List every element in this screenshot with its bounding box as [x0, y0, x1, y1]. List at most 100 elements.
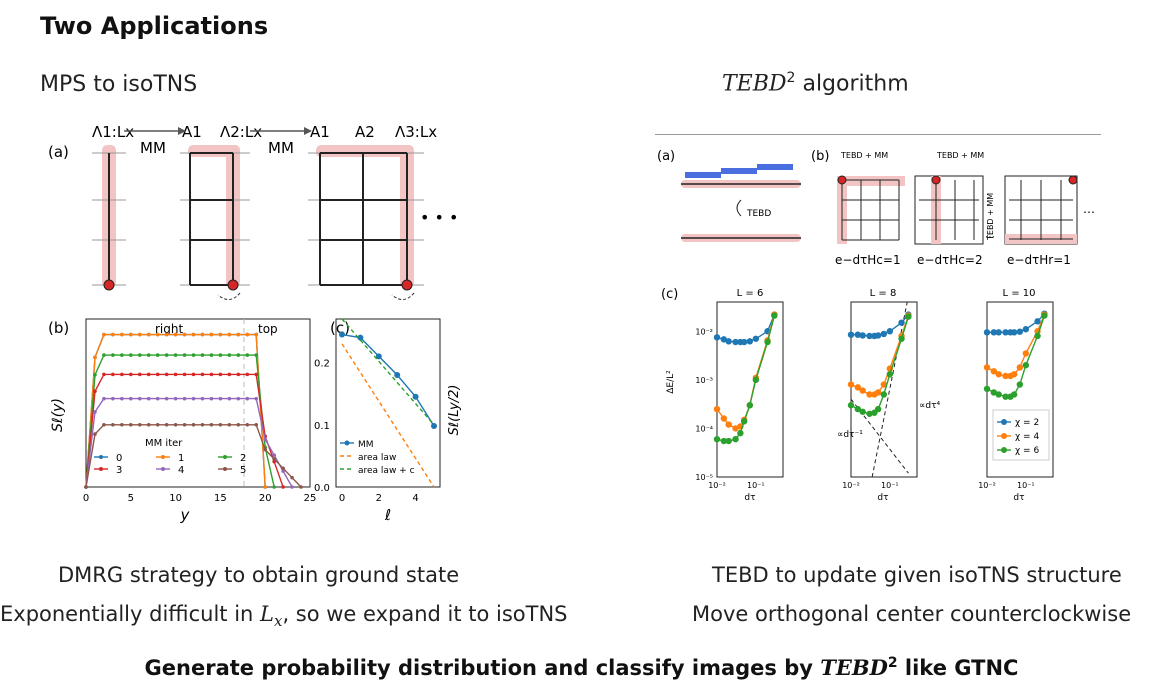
exp-label-1: e−dτHc=1 — [835, 253, 901, 267]
chart-b-point-5-1 — [93, 432, 97, 436]
chart-b-ytick: 0.2 — [314, 359, 330, 370]
chart-b-legend-label-3: 3 — [116, 465, 122, 476]
right-panel-c: (c) — [661, 287, 678, 302]
chart-c-line-2 — [341, 318, 435, 426]
subplot-0-point-2-1 — [720, 437, 728, 445]
left-diagram-a: (a) Λ1:Lx A1 Λ2:Lx A1 A2 Λ3:Lx MM MM — [48, 123, 458, 300]
ytick-2: 10⁻⁴ — [695, 424, 713, 433]
ytick-0: 10⁻² — [695, 327, 713, 336]
mm-label-2: MM — [268, 139, 294, 157]
chart-c-frame — [335, 318, 441, 488]
right-fig-rule — [655, 134, 1101, 135]
chart-b-legend-marker-2 — [223, 455, 227, 459]
subplot-1-point-0-7 — [886, 328, 894, 335]
chart-b-point-1-6 — [137, 332, 142, 337]
chart-b-point-2-11 — [182, 353, 187, 357]
chart-b-point-4-9 — [164, 396, 169, 401]
subplot-1-point-2-5 — [874, 405, 882, 413]
subplot-1-xtick-1: 10⁻¹ — [881, 481, 899, 490]
iso2-grid — [319, 152, 408, 286]
subplot-1-xtick-0: 10⁻² — [842, 481, 860, 490]
grid1-highlight-top — [837, 176, 905, 186]
subplot-2-point-0-5 — [1010, 329, 1018, 336]
grid-ellipsis-1: ⋯ — [985, 232, 995, 243]
chart-b-legend-marker-5 — [223, 467, 227, 471]
chart-b-legend-label-4: 4 — [178, 465, 184, 476]
chart-b-point-3-19 — [254, 372, 259, 377]
subplot-2-point-0-6 — [1016, 328, 1024, 335]
chart-b-point-5-22 — [281, 466, 285, 471]
chart-b-line-1 — [85, 333, 266, 488]
chart-b-point-1-5 — [129, 332, 133, 337]
right-line-1: TEBD to update given isoTNS structure — [712, 563, 1122, 587]
gate-3 — [757, 164, 793, 170]
subplot-2-point-0-8 — [1034, 318, 1041, 325]
left-line-2: Exponentially difficult in Lx, so we exp… — [0, 602, 568, 630]
chart-b-point-4-12 — [191, 396, 196, 401]
chart-c-xtick: 2 — [376, 493, 382, 504]
subplot-1-point-1-6 — [880, 381, 888, 388]
right-legend: χ = 2 χ = 4 χ = 6 — [992, 409, 1050, 461]
chart-b-point-5-6 — [137, 422, 142, 427]
subplot-1-point-1-5 — [874, 389, 882, 396]
left-line-2-post: , so we expand it to isoTNS — [282, 602, 568, 626]
annotation-dt4: ∝dτ⁴ — [919, 401, 941, 411]
chart-b-region-top: top — [258, 322, 278, 336]
subplot-0-point-0-6 — [746, 338, 754, 345]
chart-b-point-4-20 — [263, 437, 267, 442]
chart-b-ticks: 0 5 10 15 20 250.00.10.2 — [83, 359, 330, 504]
subplot-2-point-0-2 — [995, 329, 1002, 336]
right-legend-marker-2 — [1001, 447, 1007, 453]
subplot-0-xtick-0: 10⁻² — [708, 481, 726, 490]
chart-b-point-5-16 — [227, 422, 232, 427]
chart-c-xtick: 0 — [339, 493, 345, 504]
chart-c-legend-label-1: area law — [358, 453, 396, 463]
chart-b-point-3-10 — [173, 372, 178, 377]
chart-b-point-3-8 — [155, 372, 160, 377]
panel-b-label: (b) — [48, 319, 69, 337]
tebd-arrow — [736, 199, 742, 217]
subplot-2-point-0-3 — [1002, 329, 1009, 336]
tensor-label-1: A1 — [182, 123, 202, 141]
chart-c-line-1 — [341, 343, 435, 488]
chart-b-point-5-7 — [146, 422, 151, 427]
chart-c-xtick: 4 — [412, 493, 418, 504]
chart-b-point-1-14 — [209, 332, 214, 337]
chart-b-point-5-13 — [200, 422, 205, 427]
subplot-2-point-1-3 — [1002, 372, 1009, 380]
chart-b-point-1-10 — [173, 332, 178, 337]
chart-b-point-2-1 — [93, 373, 97, 377]
subplot-1-point-1-0 — [847, 381, 855, 388]
subplot-2-point-0-0 — [983, 329, 991, 336]
grid2-frame — [914, 175, 984, 245]
chart-b-frame — [85, 318, 311, 488]
chart-b-point-2-4 — [120, 353, 124, 357]
chart-b-point-1-7 — [146, 332, 151, 337]
ytick-3: 10⁻⁵ — [695, 473, 713, 482]
subplot-2-point-2-6 — [1016, 381, 1024, 388]
chart-b-point-5-19 — [254, 422, 259, 427]
right-legend-label-1: χ = 4 — [1015, 432, 1039, 442]
chart-c-legend: MM area law area law + c — [340, 440, 415, 476]
subplot-1-line-1 — [850, 315, 910, 396]
chart-b-point-5-23 — [290, 475, 294, 480]
chart-b-point-2-9 — [164, 353, 169, 357]
chart-b-series — [84, 332, 303, 489]
left-line-2-x: x — [273, 612, 283, 631]
slide-title: Two Applications — [40, 12, 269, 40]
subplot-2-xtick-0: 10⁻² — [978, 481, 996, 490]
chart-b-point-4-3 — [111, 396, 115, 401]
right-header-text: algorithm — [795, 71, 909, 97]
left-line-1: DMRG strategy to obtain ground state — [58, 563, 460, 587]
chart-c-point-2 — [375, 353, 382, 360]
chart-b-point-1-11 — [182, 332, 187, 337]
subplot-0-point-2-5 — [740, 418, 748, 425]
chart-b-xtick: 0 — [83, 493, 89, 504]
chart-b-point-5-4 — [120, 422, 124, 427]
subplot-2-point-2-7 — [1022, 362, 1030, 369]
chart-b-point-3-17 — [236, 372, 241, 377]
right-ylabel: ΔE/L² — [666, 370, 676, 394]
chart-b-point-1-1 — [93, 355, 97, 360]
chart-b-point-2-17 — [236, 353, 241, 357]
panel-c-label: (c) — [330, 319, 350, 337]
